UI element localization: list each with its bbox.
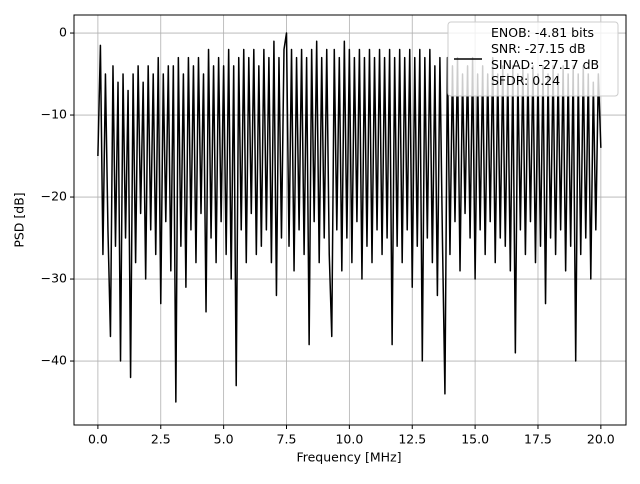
plot-area xyxy=(74,15,626,425)
y-axis-label: PSD [dB] xyxy=(12,192,27,247)
x-tick-label: 5.0 xyxy=(214,432,234,447)
x-tick-label: 0.0 xyxy=(88,432,108,447)
x-tick-label: 2.5 xyxy=(151,432,171,447)
legend-label: ENOB: -4.81 bits SNR: -27.15 dB SINAD: -… xyxy=(491,25,600,88)
y-tick-label: −10 xyxy=(41,107,67,122)
x-tick-label: 10.0 xyxy=(335,432,363,447)
x-tick-label: 17.5 xyxy=(524,432,552,447)
x-tick-label: 15.0 xyxy=(461,432,489,447)
y-tick-label: −30 xyxy=(41,271,67,286)
y-tick-label: 0 xyxy=(59,25,67,40)
legend-box xyxy=(447,21,619,97)
x-tick-label: 7.5 xyxy=(277,432,297,447)
series-line xyxy=(97,32,602,403)
x-axis-label: Frequency [MHz] xyxy=(296,450,401,465)
x-tick-label: 12.5 xyxy=(398,432,426,447)
axes-frame xyxy=(73,14,627,426)
y-tick-label: −20 xyxy=(41,189,67,204)
y-tick-label: −40 xyxy=(41,353,67,368)
x-tick-label: 20.0 xyxy=(587,432,615,447)
